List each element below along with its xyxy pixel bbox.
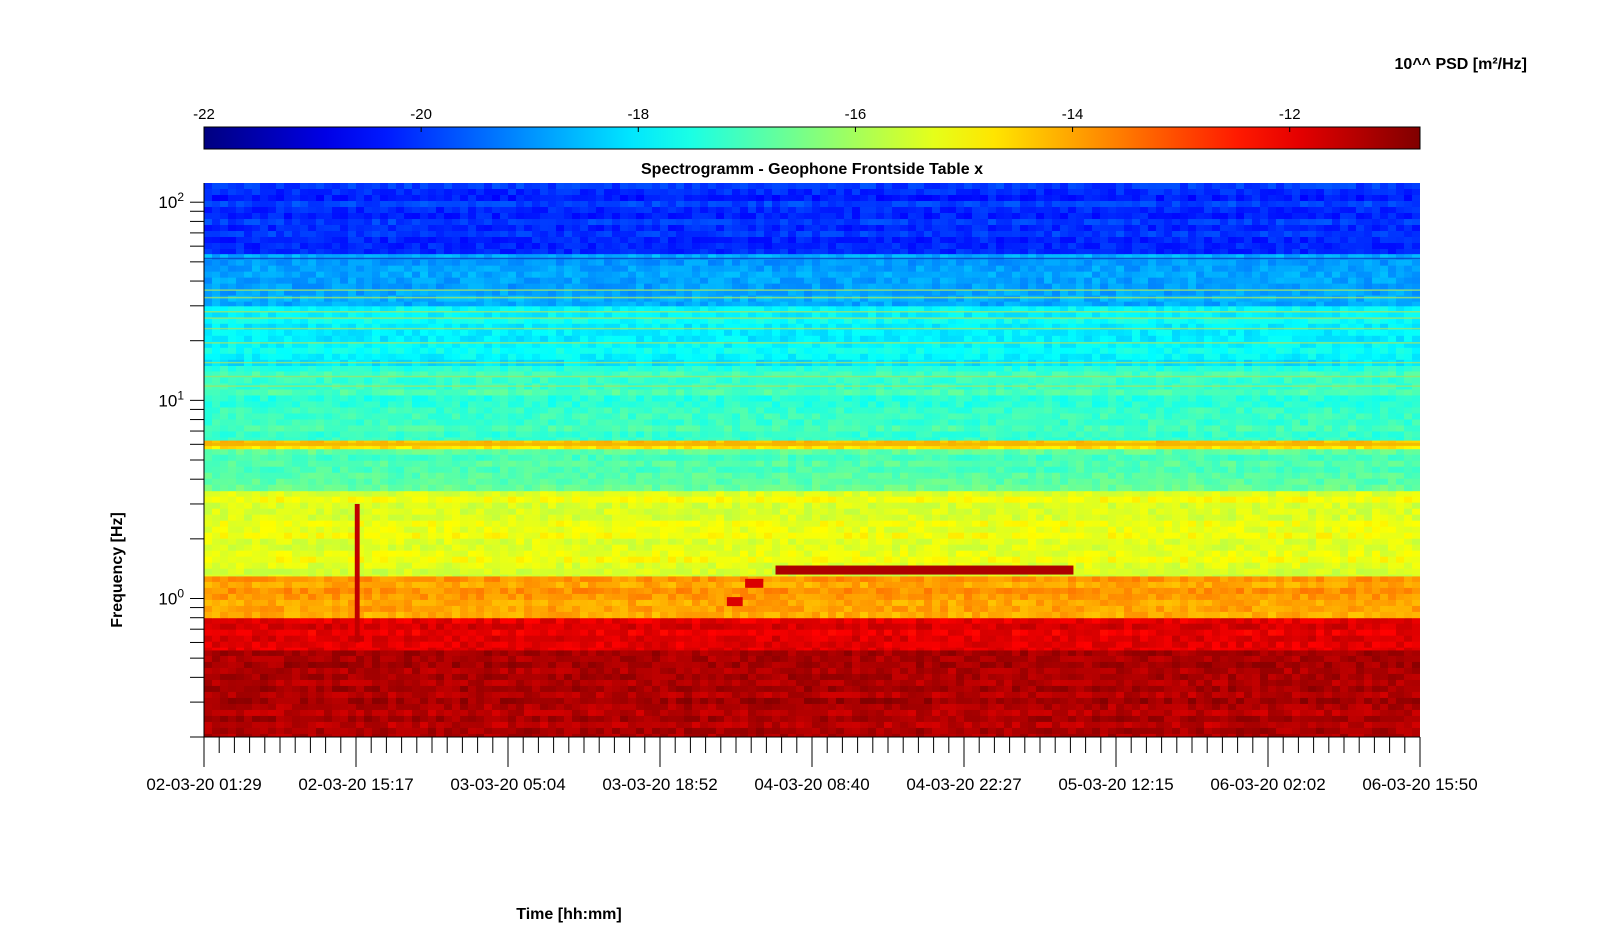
colorbar-tick-label: -18 xyxy=(627,106,649,123)
feature-line xyxy=(745,578,764,588)
colorbar-tick-label: -22 xyxy=(193,106,215,123)
heatmap-image xyxy=(204,183,1420,737)
x-tick-label: 04-03-20 08:40 xyxy=(754,775,869,794)
x-tick-label: 04-03-20 22:27 xyxy=(906,775,1021,794)
x-axis: 02-03-20 01:29 02-03-20 15:17 03-03-20 05:… xyxy=(146,736,1478,794)
spectrogram-plot: 100 101 102 02-03-20 01:29 02-03-20 15:17 03… xyxy=(146,183,1478,794)
x-tick-label: 06-03-20 15:50 xyxy=(1362,775,1477,794)
x-tick-label: 03-03-20 05:04 xyxy=(450,775,565,794)
colorbar-tick-label: -16 xyxy=(845,106,867,123)
colorbar-tick-label: -14 xyxy=(1062,106,1084,123)
colorbar-tick-label: -12 xyxy=(1279,106,1301,123)
x-tick-label: 03-03-20 18:52 xyxy=(602,775,717,794)
feature-line xyxy=(775,565,1074,575)
heatmap-band xyxy=(204,253,1420,307)
y-axis-label: Frequency [Hz] xyxy=(109,512,126,628)
x-axis-label: Time [hh:mm] xyxy=(516,906,621,923)
x-tick-label: 02-03-20 01:29 xyxy=(146,775,261,794)
colorbar-label: 10^^ PSD [m²/Hz] xyxy=(1395,56,1527,73)
y-tick-label: 101 xyxy=(158,388,184,410)
y-tick-label: 102 xyxy=(158,190,184,212)
colorbar-ticks: -22 -20 -18 -16 -14 -12 xyxy=(193,106,1301,132)
colorbar-gradient xyxy=(203,126,1421,150)
colorbar-tick-label: -20 xyxy=(410,106,432,123)
heatmap-band xyxy=(204,305,1420,366)
heatmap-band xyxy=(204,183,1420,255)
feature-line xyxy=(726,597,743,607)
x-tick-label: 02-03-20 15:17 xyxy=(298,775,413,794)
chart-title: Spectrogramm - Geophone Frontside Table … xyxy=(641,161,983,178)
heatmap-band xyxy=(204,448,1420,492)
heatmap-band xyxy=(204,490,1420,577)
y-tick-label: 100 xyxy=(158,587,184,609)
heatmap-band xyxy=(204,617,1420,651)
heatmap-band xyxy=(204,649,1420,737)
colorbar: -22 -20 -18 -16 -14 -12 10^^ PSD [m²/Hz] xyxy=(193,56,1527,150)
heatmap-band xyxy=(204,575,1420,619)
x-tick-label: 06-03-20 02:02 xyxy=(1210,775,1325,794)
feature-transient xyxy=(354,503,360,643)
x-tick-label: 05-03-20 12:15 xyxy=(1058,775,1173,794)
y-axis: 100 101 102 xyxy=(158,190,204,738)
heatmap-band xyxy=(204,365,1420,441)
